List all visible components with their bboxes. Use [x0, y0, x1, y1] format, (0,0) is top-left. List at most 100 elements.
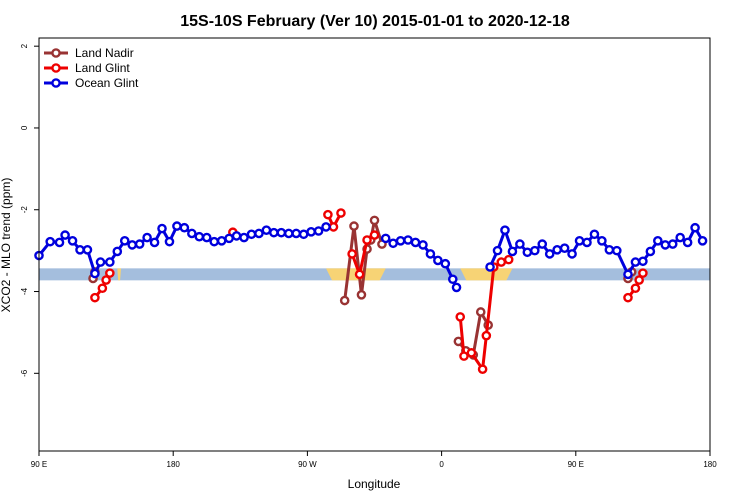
x-axis-label: Longitude	[348, 477, 401, 491]
plot-frame	[38, 37, 711, 452]
data-point	[95, 257, 106, 267]
data-point	[336, 208, 346, 218]
series-layer	[34, 208, 708, 375]
data-point	[425, 249, 436, 259]
data-point	[697, 236, 708, 246]
data-point	[634, 275, 644, 285]
data-point	[60, 230, 70, 240]
data-point	[589, 229, 600, 240]
data-point	[313, 226, 324, 236]
data-point	[645, 246, 656, 257]
data-point	[604, 245, 615, 255]
data-point	[142, 232, 152, 243]
data-point	[356, 289, 367, 300]
data-point	[574, 236, 585, 246]
data-point	[475, 307, 486, 317]
data-point	[328, 222, 339, 232]
data-point	[418, 240, 428, 250]
data-point	[127, 240, 137, 250]
legend-swatch-marker	[51, 63, 61, 73]
data-point	[323, 209, 333, 220]
data-point	[477, 364, 488, 375]
data-point	[254, 228, 264, 239]
data-point	[597, 236, 607, 246]
x-tick-label: 0	[439, 460, 444, 469]
data-point	[395, 236, 406, 246]
legend-label: Land Nadir	[75, 46, 134, 60]
data-point	[388, 238, 398, 249]
data-point	[667, 239, 678, 249]
data-point	[623, 269, 633, 280]
data-point	[451, 282, 462, 293]
land-ocean-band	[39, 268, 710, 281]
legend-item: Land Nadir	[44, 46, 134, 60]
data-point	[149, 237, 160, 248]
data-point	[306, 227, 316, 237]
chart-title: 15S-10S February (Ver 10) 2015-01-01 to …	[180, 13, 570, 30]
data-point	[459, 351, 469, 361]
data-point	[638, 268, 648, 278]
x-tick-label: 90 W	[298, 460, 317, 469]
data-point	[522, 247, 533, 258]
data-point	[503, 254, 514, 265]
x-tick-label: 180	[703, 460, 717, 469]
data-point	[466, 348, 477, 358]
data-point	[362, 235, 372, 245]
data-point	[67, 236, 78, 246]
data-point	[157, 223, 167, 234]
data-point	[101, 275, 111, 285]
data-point	[630, 257, 641, 267]
data-point	[529, 245, 540, 256]
legend-label: Ocean Glint	[75, 76, 139, 90]
data-point	[492, 245, 503, 256]
data-point	[485, 262, 495, 272]
data-point	[134, 239, 145, 249]
data-point	[630, 283, 641, 294]
data-point	[239, 232, 249, 243]
data-point	[690, 222, 700, 233]
data-point	[283, 228, 294, 239]
data-point	[559, 243, 570, 253]
data-point	[172, 221, 182, 231]
data-point	[354, 269, 365, 280]
data-point	[231, 231, 242, 241]
data-point	[433, 255, 443, 266]
data-point	[537, 239, 548, 249]
data-point	[201, 232, 212, 243]
data-point	[675, 232, 685, 243]
data-point	[582, 237, 592, 248]
land-band-segment-0	[117, 268, 122, 281]
y-tick-label: 0	[20, 125, 29, 130]
data-point	[82, 245, 93, 255]
legend-label: Land Glint	[75, 61, 130, 75]
data-point	[369, 215, 380, 226]
y-tick-label: 2	[20, 43, 29, 48]
y-tick-label: -4	[20, 287, 29, 295]
data-point	[224, 233, 234, 244]
data-point	[105, 257, 115, 267]
data-point	[90, 268, 100, 279]
data-point	[45, 236, 55, 247]
data-point	[623, 292, 633, 303]
data-point	[552, 245, 562, 255]
data-point	[515, 239, 525, 249]
legend-item: Land Glint	[44, 61, 130, 75]
data-point	[321, 222, 331, 232]
data-point	[54, 237, 65, 248]
data-point	[403, 235, 413, 245]
y-tick-label: -6	[20, 369, 29, 377]
data-point	[298, 229, 309, 240]
data-point	[349, 221, 359, 231]
data-point	[455, 312, 466, 322]
legend-item: Ocean Glint	[44, 76, 139, 90]
data-point	[164, 236, 175, 247]
data-point	[612, 245, 622, 256]
x-tick-label: 90 E	[31, 460, 47, 469]
data-point	[75, 245, 85, 255]
data-point	[653, 236, 663, 246]
data-point	[544, 249, 555, 259]
series-ocean-glint	[34, 221, 708, 293]
data-point	[500, 225, 510, 235]
